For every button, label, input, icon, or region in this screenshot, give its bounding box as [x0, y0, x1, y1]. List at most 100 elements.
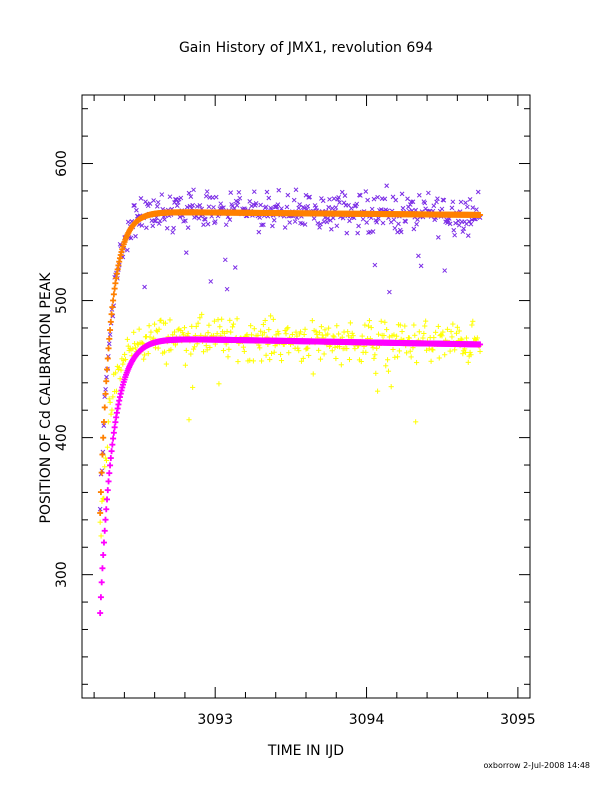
data-point [205, 330, 211, 336]
data-point [392, 354, 398, 360]
data-point [190, 202, 195, 208]
x-tick-labels: 3093 3094 3095 [197, 712, 535, 728]
data-point [102, 390, 109, 397]
data-point [97, 519, 103, 525]
data-point [326, 325, 332, 331]
data-point [345, 333, 352, 339]
y-tick-label: 500 [54, 287, 70, 314]
data-point [333, 205, 339, 210]
data-point [451, 227, 457, 233]
data-point [396, 348, 402, 354]
data-point [167, 194, 173, 200]
data-point [263, 352, 269, 358]
data-point [163, 361, 169, 367]
data-point [345, 329, 351, 335]
data-point [99, 451, 106, 458]
data-point [103, 378, 110, 385]
data-point [102, 516, 109, 523]
data-point [267, 356, 273, 363]
footer-credit: oxborrow 2-Jul-2008 14:48 [483, 761, 590, 770]
data-point [266, 195, 272, 201]
data-point [310, 371, 316, 377]
data-point [463, 335, 470, 341]
data-point [152, 218, 157, 224]
data-point [248, 323, 254, 329]
data-point [213, 194, 219, 200]
data-point [101, 404, 108, 411]
data-point [228, 190, 234, 196]
data-point [138, 195, 144, 201]
data-point [100, 419, 107, 426]
data-point [276, 331, 282, 337]
data-point [331, 334, 337, 340]
data-point [98, 533, 104, 539]
data-point [144, 225, 149, 231]
data-point [273, 332, 279, 338]
data-point [297, 329, 304, 335]
data-point [275, 202, 281, 207]
data-point [302, 326, 308, 332]
data-point [302, 222, 308, 227]
data-point [444, 326, 451, 332]
data-point [275, 328, 281, 335]
data-point [263, 204, 269, 210]
data-point [305, 203, 311, 209]
data-point [217, 324, 223, 330]
data-point [285, 192, 291, 198]
data-point [406, 335, 412, 341]
data-point [347, 320, 354, 326]
data-point [295, 345, 301, 351]
data-point [101, 495, 107, 501]
data-point [325, 331, 331, 337]
data-point [454, 324, 460, 330]
data-point [469, 322, 475, 328]
data-point [232, 265, 238, 270]
data-point [120, 361, 126, 367]
data-point [260, 321, 266, 328]
data-point [156, 221, 162, 226]
data-point [374, 219, 380, 225]
data-point [104, 487, 111, 494]
data-point [465, 233, 471, 239]
axis-ticks [82, 95, 530, 698]
data-point [193, 323, 199, 330]
data-point [171, 329, 178, 335]
data-point [118, 367, 124, 373]
data-point [170, 229, 176, 235]
series-0-measured [97, 183, 483, 512]
data-point [283, 331, 289, 337]
data-point [468, 352, 474, 358]
data-point [380, 220, 386, 226]
data-point [440, 329, 446, 335]
data-point [172, 342, 179, 348]
data-point [470, 205, 476, 211]
data-point [105, 478, 112, 485]
data-point [358, 193, 363, 198]
data-point [407, 348, 413, 354]
data-point [397, 322, 403, 328]
data-point [338, 362, 344, 368]
data-point [333, 355, 339, 362]
data-point [402, 323, 408, 329]
data-point [317, 356, 324, 362]
data-point [416, 329, 422, 335]
data-point [365, 197, 370, 203]
data-point [375, 194, 380, 200]
data-point [447, 221, 453, 227]
data-point [253, 201, 259, 206]
data-point [431, 335, 437, 341]
data-point [99, 565, 106, 572]
data-point [467, 349, 473, 356]
data-point [332, 344, 338, 350]
data-point [381, 332, 387, 339]
data-point [336, 195, 341, 200]
data-point [110, 429, 117, 436]
data-point [458, 199, 464, 205]
data-point [105, 345, 112, 352]
data-point [474, 335, 480, 341]
data-point [150, 223, 156, 229]
data-point [103, 386, 108, 392]
data-point [108, 411, 114, 417]
data-point [416, 192, 422, 198]
data-point [104, 496, 111, 503]
